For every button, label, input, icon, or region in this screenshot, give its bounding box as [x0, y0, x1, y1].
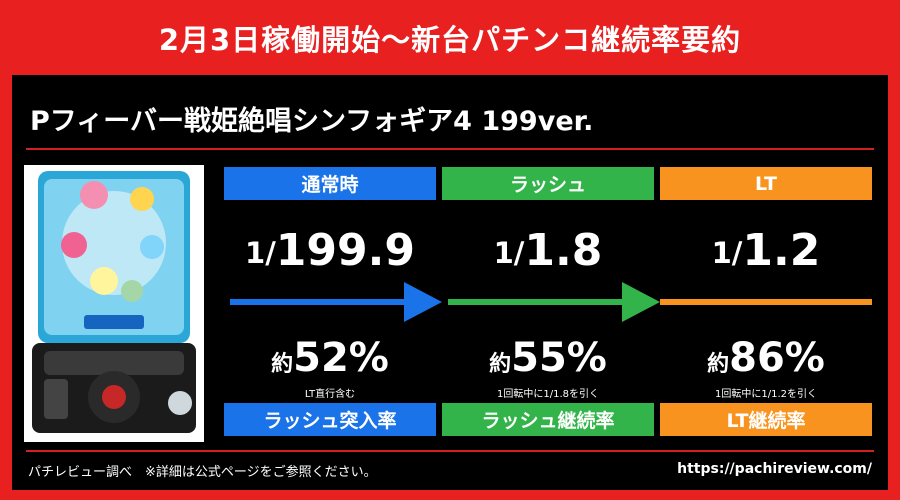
rate-prefix: 約: [489, 352, 512, 377]
odds-numerator: 1/: [711, 236, 743, 270]
header-title: 2月3日稼働開始〜新台パチンコ継続率要約: [158, 22, 742, 57]
blue-arrow-icon: [230, 282, 442, 322]
column-normal: 通常時 1/199.9 約52% LT直行含む ラッシュ突入率: [224, 167, 436, 437]
odds-numerator: 1/: [493, 236, 525, 270]
column-foot: ラッシュ突入率: [224, 403, 436, 436]
column-rush: ラッシュ 1/1.8 約55% 1回転中に1/1.8を引く ラッシュ継続率: [442, 167, 654, 437]
odds-value: 1/1.2: [660, 225, 872, 276]
machine-image: [24, 165, 204, 442]
content-panel: Pフィーバー戦姫絶唱シンフォギア4 199ver.: [12, 75, 888, 490]
column-foot: ラッシュ継続率: [442, 403, 654, 436]
rate-number: 52%: [293, 335, 389, 381]
title-divider: [26, 148, 874, 150]
odds-value: 1/199.9: [224, 225, 436, 276]
odds-value: 1/1.8: [442, 225, 654, 276]
odds-denominator: 1.8: [524, 225, 603, 276]
odds-numerator: 1/: [245, 236, 276, 270]
column-foot: LT継続率: [660, 403, 872, 436]
machine-title: Pフィーバー戦姫絶唱シンフォギア4 199ver.: [30, 106, 594, 137]
rate-prefix: 約: [271, 352, 294, 377]
odds-denominator: 199.9: [275, 225, 415, 276]
rate-value: 約55%: [442, 335, 654, 381]
rate-note: 1回転中に1/1.2を引く: [715, 389, 817, 400]
rate-prefix: 約: [707, 352, 730, 377]
rate-note: 1回転中に1/1.8を引く: [497, 389, 599, 400]
footer-source: パチレビュー調べ ※詳細は公式ページをご参照ください。: [28, 465, 377, 480]
column-lt: LT 1/1.2 約86% 1回転中に1/1.2を引く LT継続率: [660, 167, 872, 437]
footer-divider: [26, 450, 874, 452]
rate-value: 約86%: [660, 335, 872, 381]
odds-denominator: 1.2: [742, 225, 821, 276]
column-head: 通常時: [224, 167, 436, 200]
footer-url-link[interactable]: https://pachireview.com/: [677, 461, 872, 477]
rate-number: 55%: [511, 335, 607, 381]
orange-line: [660, 299, 872, 305]
column-head: LT: [660, 167, 872, 200]
rate-value: 約52%: [224, 335, 436, 381]
green-arrow-icon: [448, 282, 660, 322]
rate-note: LT直行含む: [304, 389, 356, 400]
column-head: ラッシュ: [442, 167, 654, 200]
header-bar: 2月3日稼働開始〜新台パチンコ継続率要約: [0, 0, 900, 75]
rate-number: 86%: [729, 335, 825, 381]
pachinko-machine-icon: [24, 165, 204, 442]
